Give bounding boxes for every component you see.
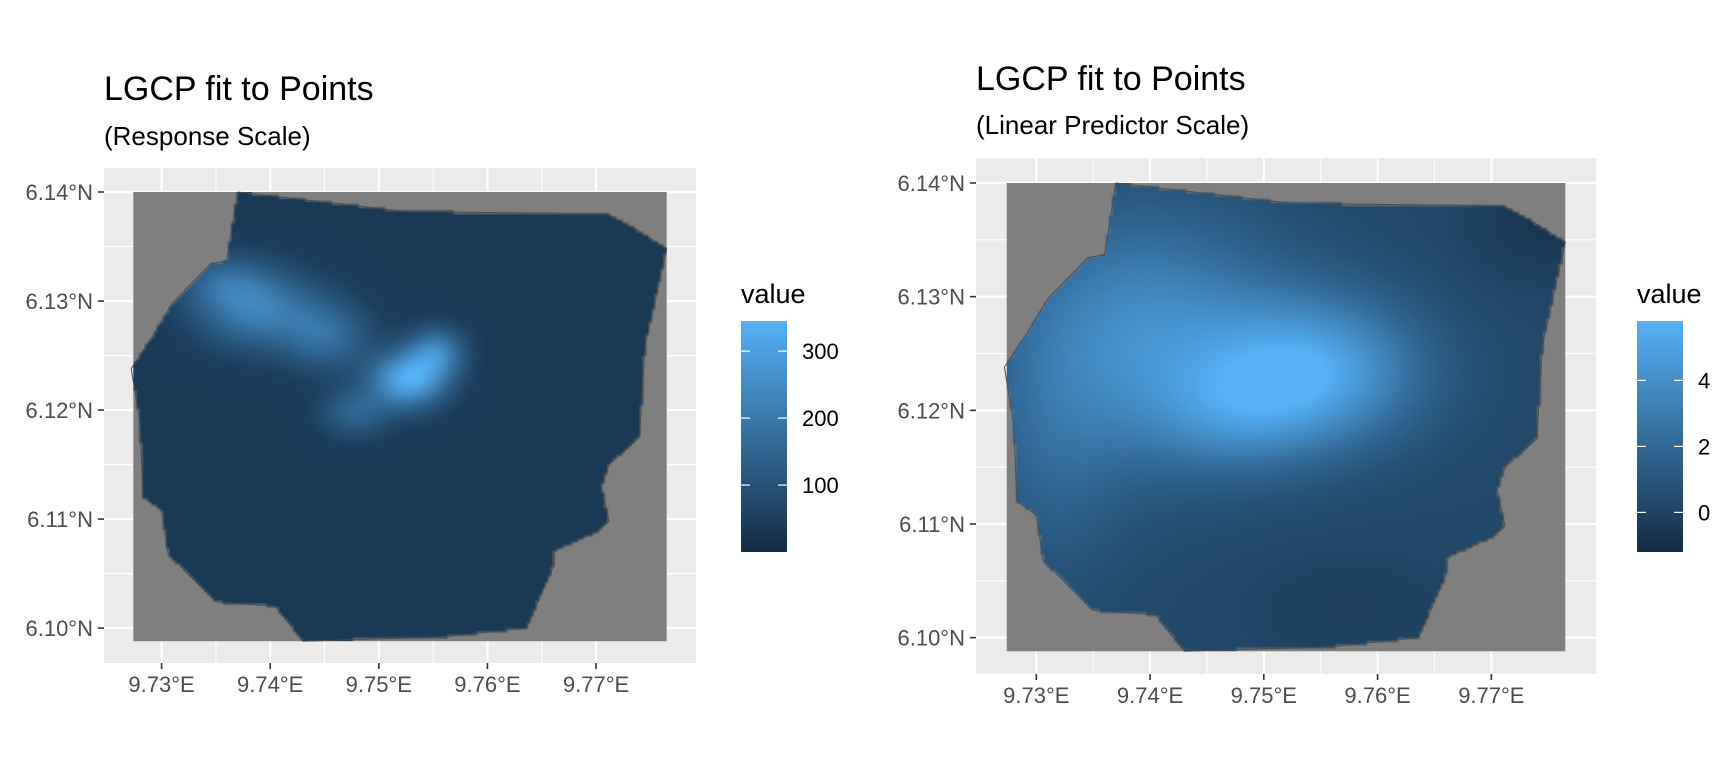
y-tick-label: 6.11°N <box>899 512 965 537</box>
linear-predictor-raster <box>1006 183 1566 652</box>
x-tick-label: 9.76°E <box>454 672 520 697</box>
y-axis: 6.14°N 6.13°N 6.12°N 6.11°N 6.10°N <box>897 171 976 651</box>
legend-title: value <box>741 279 806 309</box>
colorbar <box>1637 321 1683 552</box>
colorbar-label: 200 <box>802 406 839 431</box>
y-tick-label: 6.13°N <box>897 285 965 310</box>
legend-title: value <box>1637 279 1702 309</box>
y-tick-label: 6.14°N <box>25 180 93 205</box>
x-axis: 9.73°E 9.74°E 9.75°E 9.76°E 9.77°E <box>1003 674 1524 708</box>
panel-subtitle: (Response Scale) <box>104 121 311 151</box>
response-scale-panel: LGCP fit to Points (Response Scale) 9.73… <box>25 70 838 697</box>
x-tick-label: 9.74°E <box>1117 683 1183 708</box>
y-tick-label: 6.14°N <box>897 171 965 196</box>
colorbar <box>741 321 787 552</box>
x-tick-label: 9.75°E <box>1231 683 1297 708</box>
y-tick-label: 6.11°N <box>27 507 93 532</box>
y-tick-label: 6.10°N <box>897 626 965 651</box>
x-tick-label: 9.73°E <box>1003 683 1069 708</box>
y-tick-label: 6.12°N <box>897 398 965 423</box>
y-tick-label: 6.10°N <box>25 616 93 641</box>
intensity-raster <box>133 191 667 642</box>
y-tick-label: 6.13°N <box>25 289 93 314</box>
panel-subtitle: (Linear Predictor Scale) <box>976 110 1249 140</box>
x-tick-label: 9.74°E <box>237 672 303 697</box>
legend: value 300 200 100 <box>741 279 839 552</box>
x-tick-label: 9.77°E <box>1458 683 1524 708</box>
colorbar-label: 0 <box>1698 500 1710 525</box>
study-area-boundary <box>130 191 668 642</box>
x-tick-label: 9.76°E <box>1344 683 1410 708</box>
colorbar-label: 100 <box>802 473 839 498</box>
x-tick-label: 9.77°E <box>563 672 629 697</box>
x-axis: 9.73°E 9.74°E 9.75°E 9.76°E 9.77°E <box>128 663 629 697</box>
x-tick-label: 9.73°E <box>128 672 194 697</box>
panel-title: LGCP fit to Points <box>104 70 374 108</box>
linear-predictor-scale-panel: LGCP fit to Points (Linear Predictor Sca… <box>897 60 1710 708</box>
panel-title: LGCP fit to Points <box>976 60 1246 98</box>
colorbar-label: 4 <box>1698 368 1710 393</box>
colorbar-label: 300 <box>802 339 839 364</box>
legend: value 4 2 0 <box>1637 279 1710 552</box>
colorbar-label: 2 <box>1698 434 1710 459</box>
study-area-boundary <box>1003 182 1566 652</box>
x-tick-label: 9.75°E <box>346 672 412 697</box>
y-axis: 6.14°N 6.13°N 6.12°N 6.11°N 6.10°N <box>25 180 104 641</box>
y-tick-label: 6.12°N <box>25 398 93 423</box>
